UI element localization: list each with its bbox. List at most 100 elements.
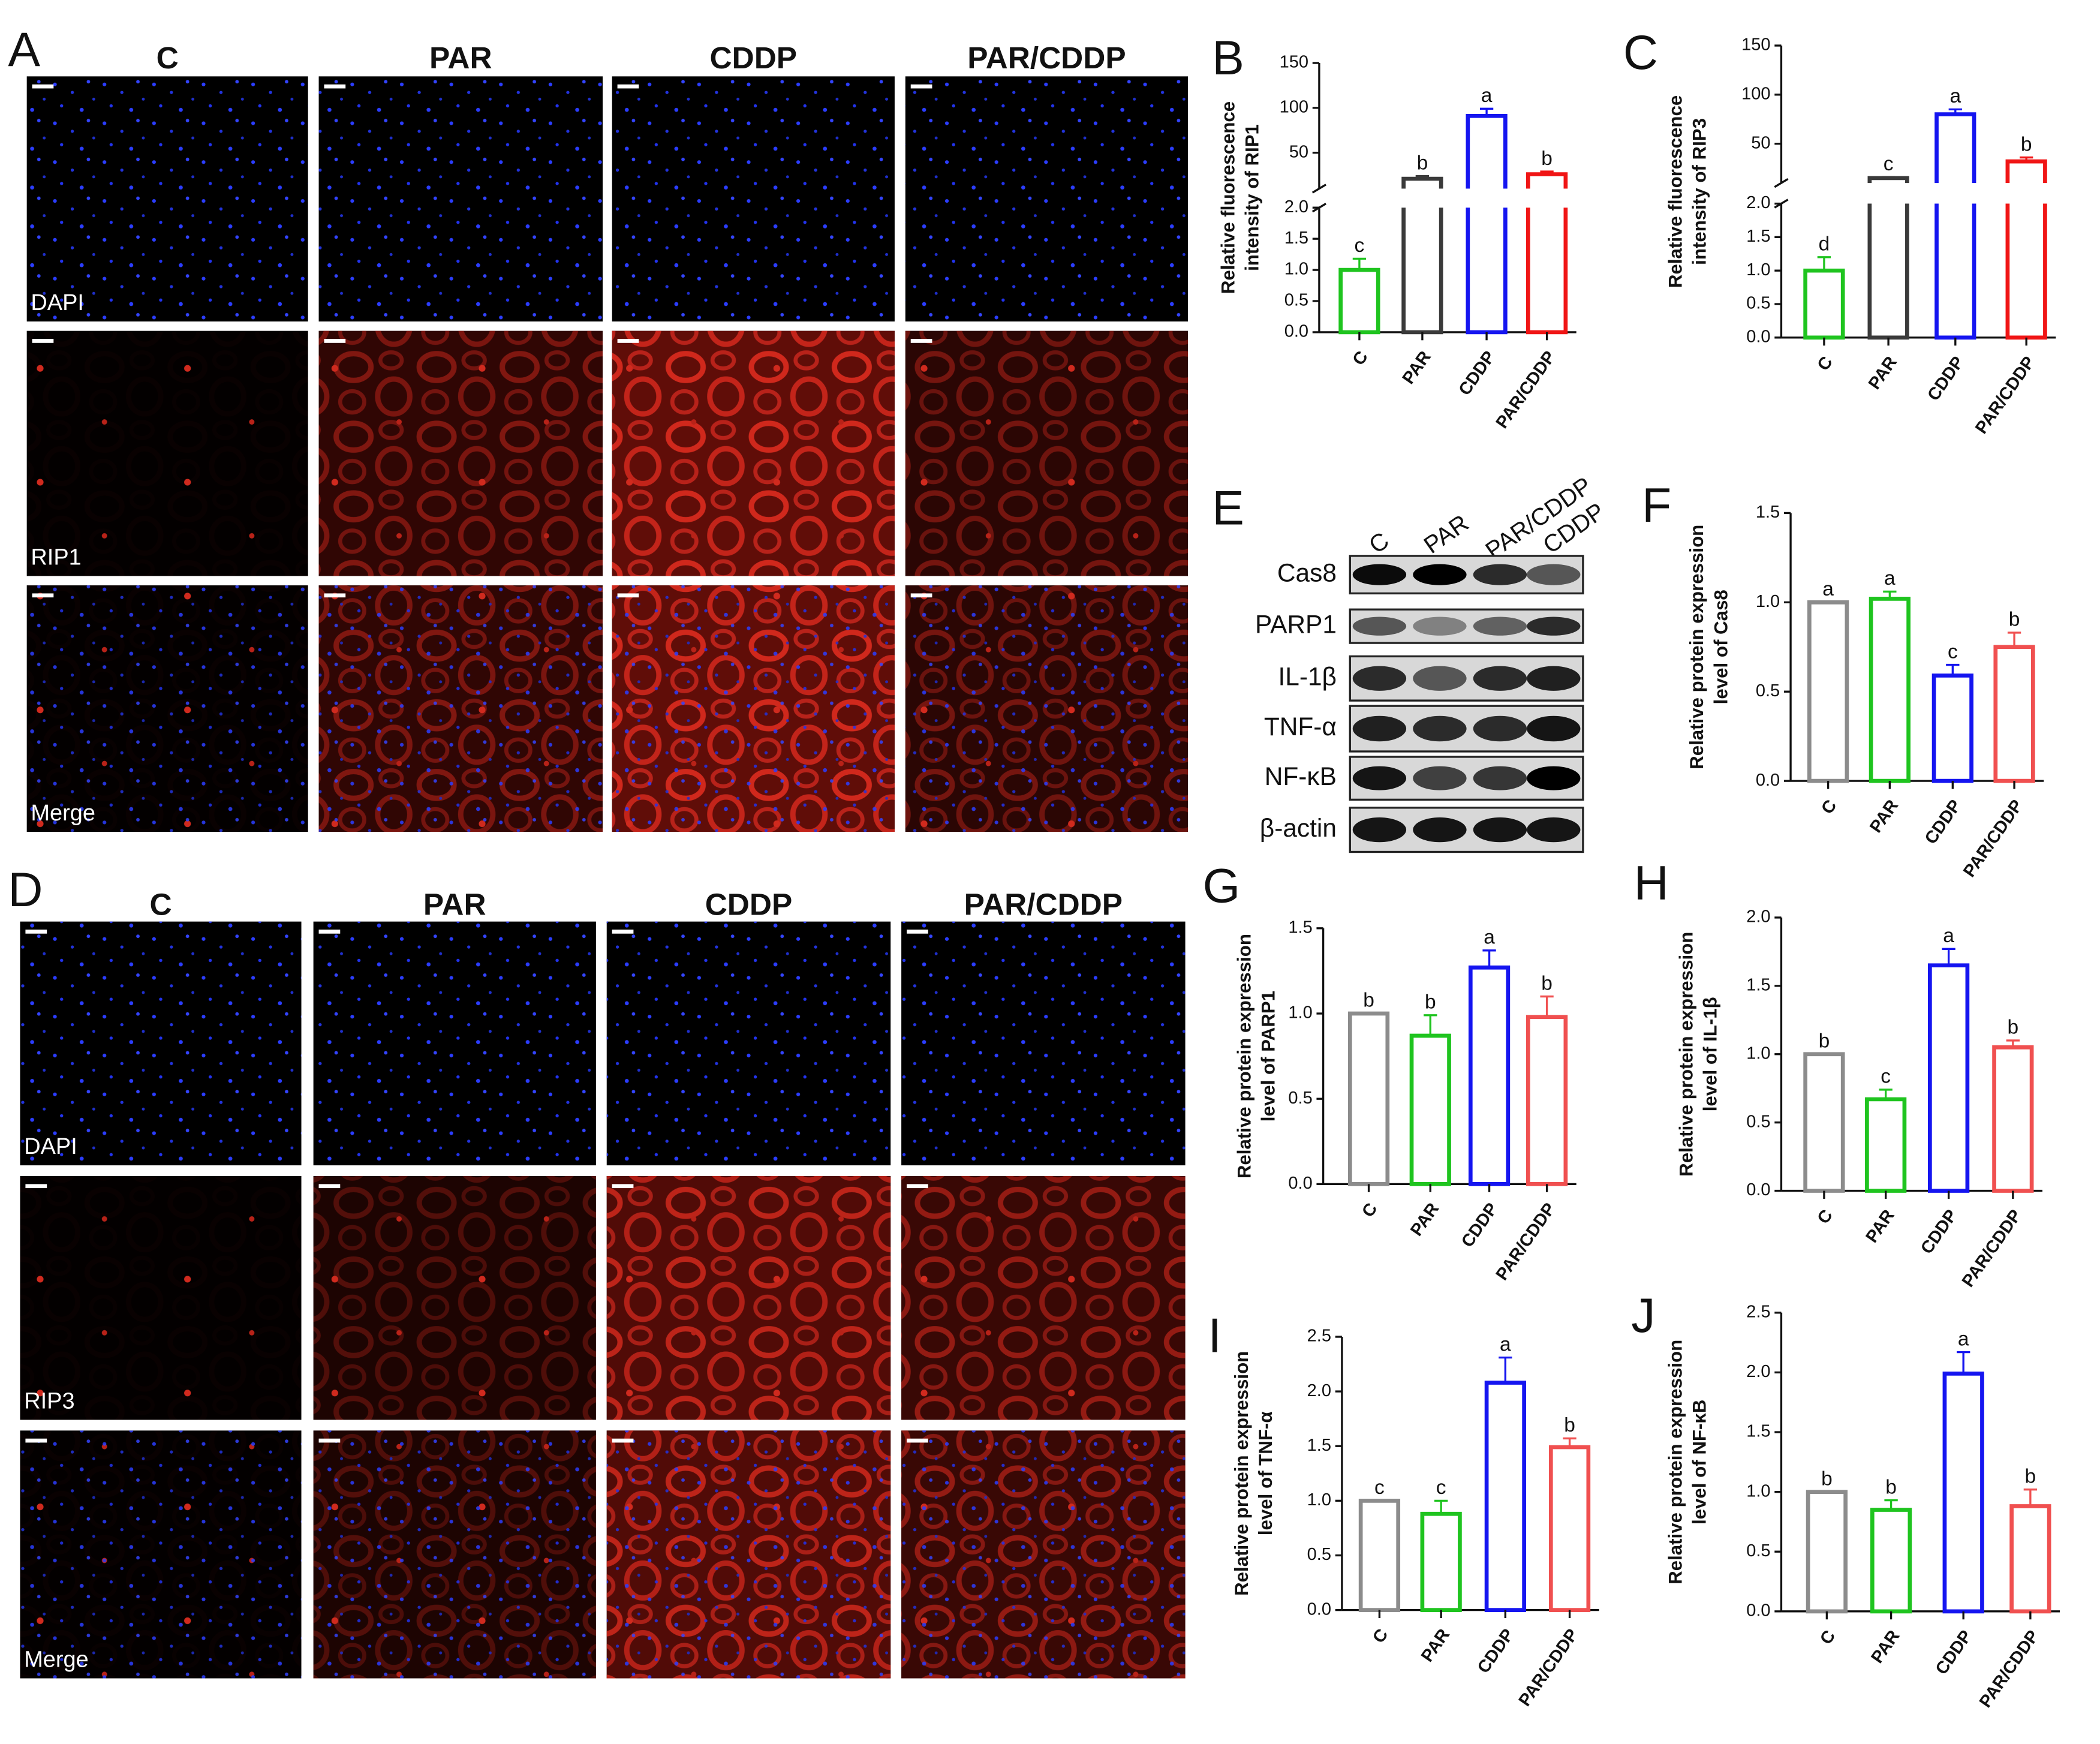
significance-letter: b — [1363, 990, 1374, 1012]
band — [1527, 666, 1581, 691]
y-axis-label: level of TNF-α — [1255, 1411, 1276, 1535]
error-bar — [2007, 632, 2021, 647]
bar — [1468, 965, 1511, 1186]
micrograph — [20, 921, 302, 1166]
protein-label: β-actin — [1260, 814, 1337, 842]
x-tick-label: PAR — [1399, 348, 1435, 388]
y-tick-label: 0.5 — [1307, 1545, 1331, 1564]
micrograph — [26, 330, 308, 576]
y-tick-label: 2.0 — [1307, 1381, 1331, 1400]
y-axis-label: Relative protein expression — [1665, 1340, 1686, 1584]
bar — [1466, 113, 1508, 335]
scale-bar — [612, 930, 634, 934]
x-tick-label: C — [1818, 796, 1840, 818]
panel-letter: B — [1212, 31, 1244, 85]
x-tick-label: PAR — [1862, 1206, 1898, 1246]
bar — [1928, 963, 1970, 1193]
band — [1473, 617, 1527, 636]
band — [1413, 766, 1467, 790]
error-bar — [1884, 1499, 1898, 1510]
blue-nuclei — [318, 585, 603, 832]
band — [1473, 817, 1527, 843]
red-spots — [901, 1175, 1186, 1420]
x-tick-label: CDDP — [1458, 1199, 1502, 1251]
x-tick-label: CDDP — [1924, 353, 1967, 405]
x-tick-label: CDDP — [1921, 796, 1965, 848]
blue-nuclei — [905, 585, 1189, 832]
scale-bar — [910, 339, 932, 343]
scale-bar — [612, 1184, 634, 1189]
x-tick-label: C — [1369, 1625, 1392, 1647]
micrograph — [318, 585, 603, 832]
y-tick-label: 1.5 — [1756, 503, 1780, 522]
scale-bar — [25, 1184, 47, 1189]
error-bar — [1540, 995, 1554, 1017]
bar — [1526, 1015, 1568, 1186]
significance-letter: b — [1425, 991, 1436, 1014]
scale-bar — [910, 84, 932, 89]
bar — [1865, 1097, 1907, 1193]
error-bar — [1946, 663, 1960, 676]
band — [1352, 617, 1407, 636]
axis-break — [1311, 184, 1326, 194]
y-tick-label: 0.5 — [1746, 1112, 1770, 1131]
axis-break — [1774, 178, 1789, 188]
significance-letter: b — [1541, 972, 1553, 994]
significance-letter: c — [1355, 234, 1365, 257]
significance-letter: c — [1374, 1477, 1385, 1499]
panel-letter: F — [1642, 479, 1671, 533]
row-label: Merge — [31, 801, 95, 826]
red-spots — [313, 1175, 596, 1420]
axis-break — [1311, 203, 1326, 213]
micrograph — [313, 921, 596, 1166]
significance-letter: c — [1884, 153, 1894, 175]
column-header: PAR — [423, 888, 486, 922]
panel-letter: C — [1623, 26, 1658, 80]
y-tick-label: 50 — [1751, 133, 1770, 152]
micrograph — [606, 921, 891, 1166]
protein-label: TNF-α — [1264, 712, 1337, 741]
protein-label: IL-1β — [1278, 662, 1336, 690]
significance-letter: a — [1958, 1328, 1969, 1350]
error-bar — [1434, 1499, 1448, 1514]
bar — [1867, 176, 1909, 340]
y-axis-label: Relative protein expression — [1231, 1351, 1252, 1596]
bar — [1803, 1052, 1845, 1193]
blue-nuclei — [606, 1430, 891, 1679]
x-tick-label: PAR — [1866, 796, 1902, 837]
blue-nuclei — [612, 585, 895, 832]
bar — [1942, 1372, 1984, 1614]
error-bar — [2019, 156, 2033, 162]
scale-bar — [324, 339, 346, 343]
y-tick-label: 0.0 — [1288, 1174, 1312, 1193]
y-tick-label: 1.0 — [1746, 1481, 1770, 1501]
significance-letter: c — [1948, 641, 1958, 663]
panel-letter: A — [8, 23, 40, 77]
error-bar — [1482, 949, 1496, 968]
blue-nuclei — [20, 1430, 302, 1679]
blue-nuclei — [26, 585, 308, 832]
scale-bar — [32, 84, 54, 89]
band — [1352, 666, 1407, 691]
scale-bar — [324, 593, 346, 598]
band — [1473, 766, 1527, 790]
blue-nuclei — [612, 76, 895, 322]
y-tick-label: 2.5 — [1307, 1327, 1331, 1346]
significance-letter: b — [2025, 1465, 2036, 1487]
band — [1413, 564, 1467, 585]
red-spots — [612, 330, 895, 576]
y-tick-label: 0.5 — [1756, 681, 1780, 700]
bar — [2005, 159, 2047, 340]
bar — [1807, 600, 1849, 783]
x-tick-label: PAR — [1407, 1199, 1443, 1240]
x-tick-label: PAR/CDDP — [1976, 1627, 2043, 1712]
significance-letter: b — [2008, 1017, 2019, 1039]
column-header: PAR/CDDP — [964, 888, 1123, 922]
x-tick-label: C — [1814, 353, 1837, 375]
significance-letter: b — [2009, 609, 2020, 631]
significance-letter: c — [1436, 1477, 1446, 1499]
column-header: C — [149, 888, 172, 922]
significance-letter: b — [1819, 1030, 1830, 1052]
